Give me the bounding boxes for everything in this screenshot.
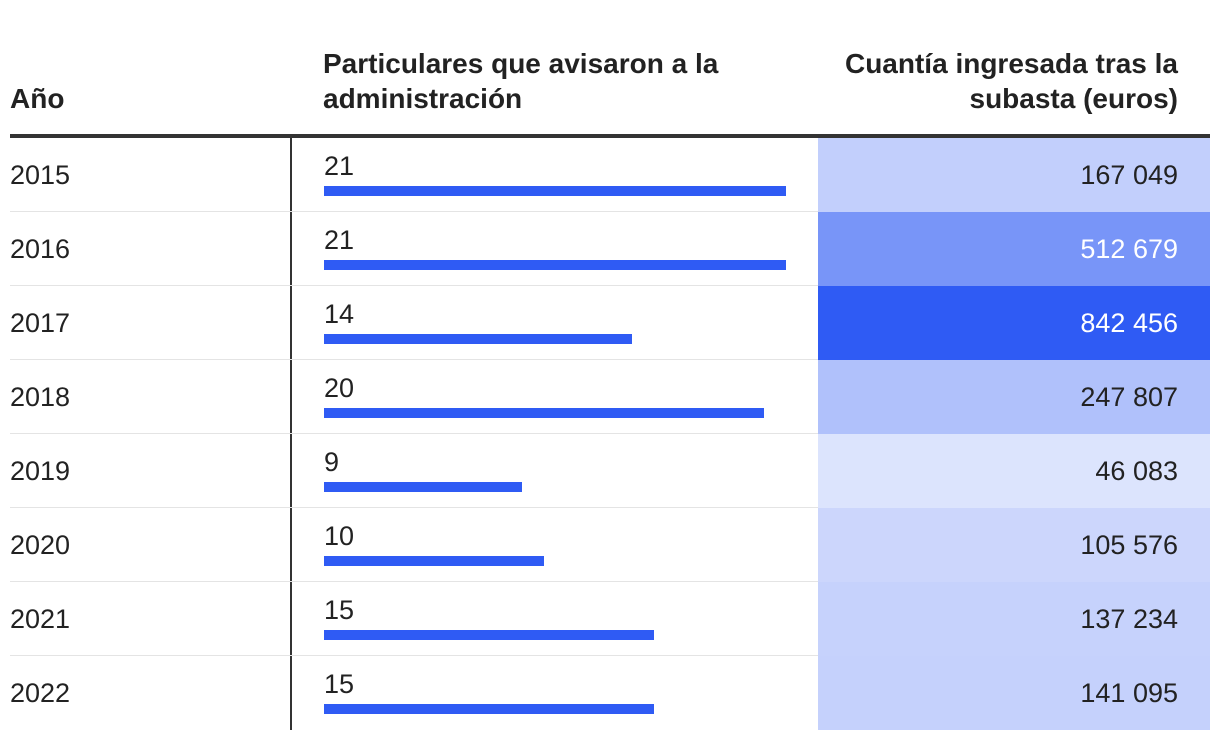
column-divider — [290, 508, 292, 581]
amount-cell — [818, 360, 1210, 434]
year-label: 2017 — [10, 308, 71, 338]
count-label: 9 — [324, 447, 340, 477]
count-label: 14 — [324, 299, 355, 329]
count-bar — [324, 704, 654, 714]
header-year: Año — [10, 83, 65, 114]
amount-value: 141 095 — [1080, 678, 1178, 708]
header-count: Particulares que avisaron a la administr… — [323, 48, 719, 114]
count-label: 20 — [324, 373, 355, 403]
table-row: 2020 10 105 576 — [10, 508, 1210, 582]
count-bar — [324, 556, 544, 566]
year-label: 2015 — [10, 160, 71, 190]
table-row: 2017 14 842 456 — [10, 286, 1210, 360]
count-bar — [324, 334, 632, 344]
amount-cell — [818, 582, 1210, 656]
column-divider — [290, 286, 292, 359]
amount-value: 247 807 — [1080, 382, 1178, 412]
count-bar — [324, 186, 786, 196]
table-row: 2018 20 247 807 — [10, 360, 1210, 434]
amount-cell — [818, 434, 1210, 508]
count-label: 15 — [324, 669, 355, 699]
count-label: 21 — [324, 151, 355, 181]
table-row: 2021 15 137 234 — [10, 582, 1210, 656]
count-label: 15 — [324, 595, 355, 625]
column-divider — [290, 434, 292, 507]
amount-value: 137 234 — [1080, 604, 1178, 634]
amount-cell — [818, 508, 1210, 582]
table-header: Año Particulares que avisaron a la admin… — [10, 0, 1210, 138]
column-divider — [290, 582, 292, 655]
amount-cell — [818, 212, 1210, 286]
table-row: 2022 15 141 095 — [10, 656, 1210, 730]
count-bar — [324, 260, 786, 270]
amount-value: 105 576 — [1080, 530, 1178, 560]
data-table: Año Particulares que avisaron a la admin… — [10, 0, 1210, 730]
column-divider — [290, 656, 292, 730]
amount-cell — [818, 656, 1210, 730]
column-divider — [290, 138, 292, 211]
count-label: 10 — [324, 521, 355, 551]
year-label: 2016 — [10, 234, 71, 264]
year-label: 2019 — [10, 456, 71, 486]
count-bar — [324, 482, 522, 492]
column-divider — [290, 212, 292, 285]
amount-value: 167 049 — [1080, 160, 1178, 190]
amount-value: 512 679 — [1080, 234, 1178, 264]
year-label: 2018 — [10, 382, 71, 412]
amount-value: 842 456 — [1080, 308, 1178, 338]
table-row: 2019 9 46 083 — [10, 434, 1210, 508]
table-body: 2015 21 167 049 2016 21 512 679 2017 14 842 456 2… — [10, 138, 1210, 730]
amount-cell — [818, 138, 1210, 212]
amount-value: 46 083 — [1095, 456, 1178, 486]
amount-cell — [818, 286, 1210, 360]
column-divider — [290, 360, 292, 433]
count-bar — [324, 630, 654, 640]
table-row: 2016 21 512 679 — [10, 212, 1210, 286]
count-label: 21 — [324, 225, 355, 255]
count-bar — [324, 408, 764, 418]
year-label: 2020 — [10, 530, 71, 560]
header-amount: Cuantía ingresada tras la subasta (euros… — [844, 48, 1178, 114]
table-row: 2015 21 167 049 — [10, 138, 1210, 212]
year-label: 2022 — [10, 678, 71, 708]
year-label: 2021 — [10, 604, 71, 634]
